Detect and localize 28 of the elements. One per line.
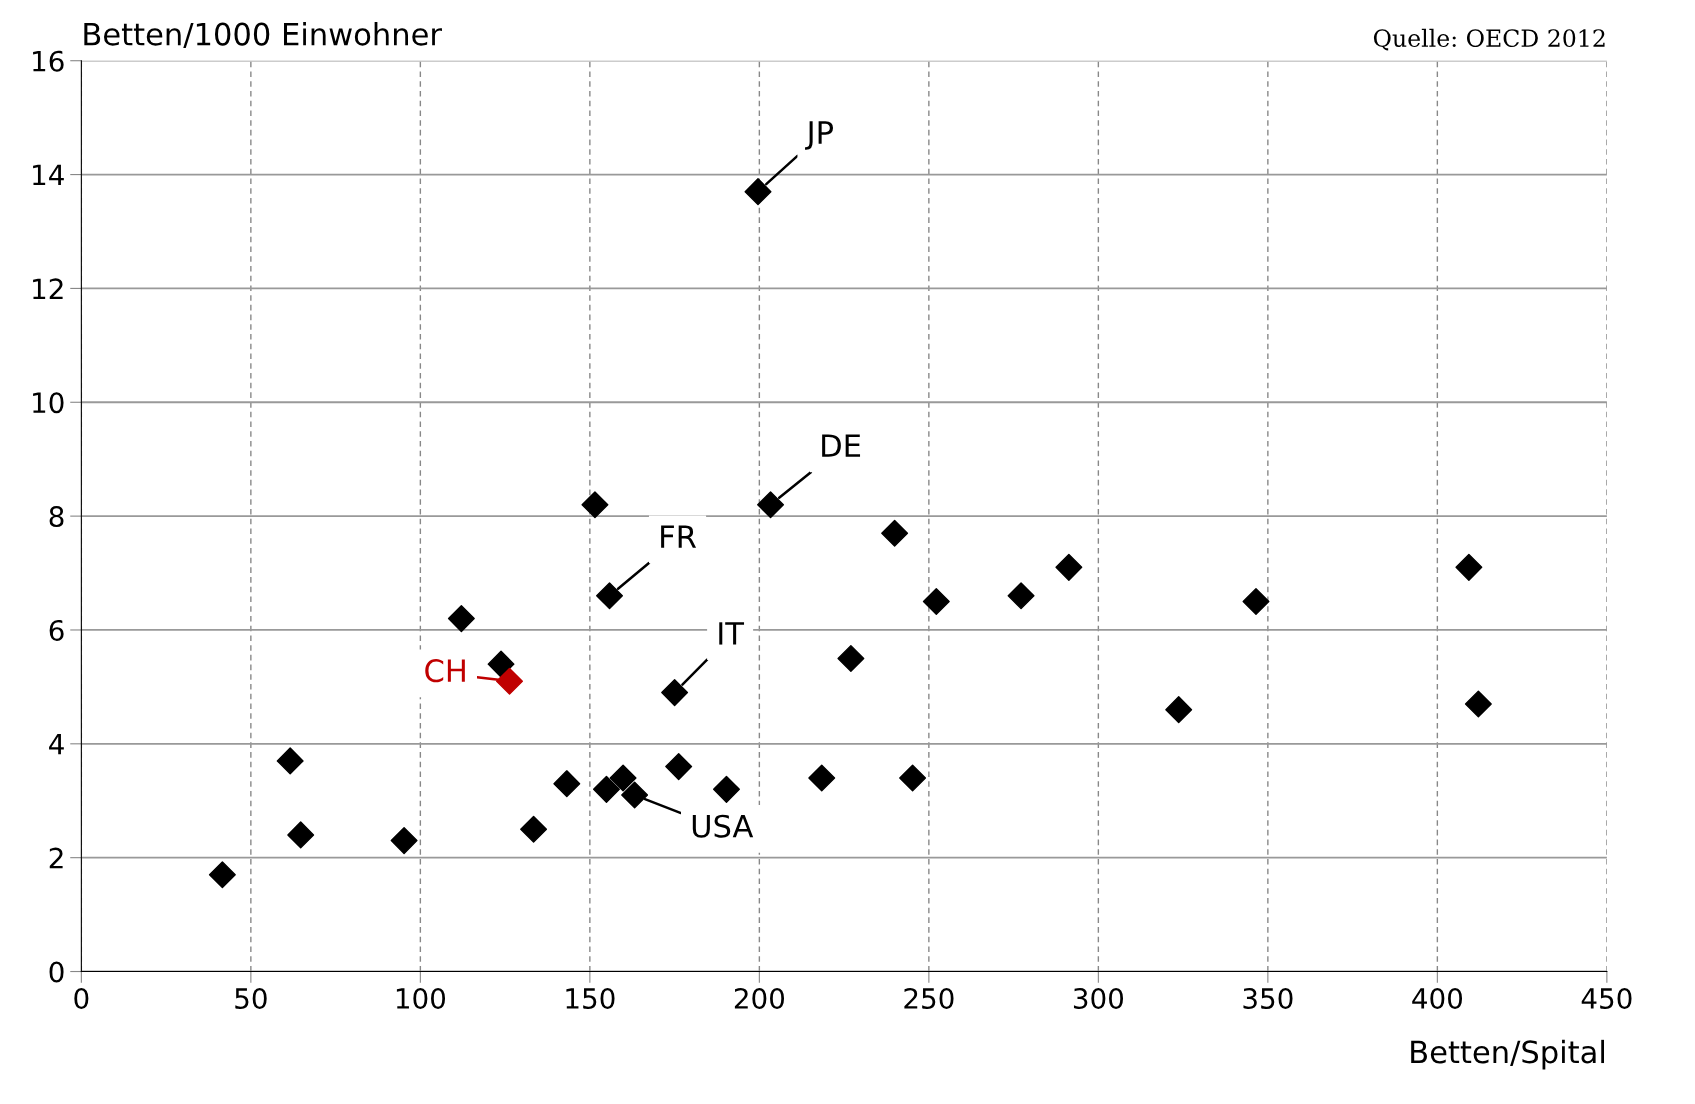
x-tick-label: 250 xyxy=(904,987,954,1009)
x-tick-label: 50 xyxy=(235,987,267,1009)
x-tick-label: 450 xyxy=(1581,987,1632,1009)
y-tick-label: 6 xyxy=(49,619,64,641)
annotation: CH xyxy=(425,659,465,683)
x-tick-label: 0 xyxy=(74,987,89,1009)
x-tick-label: 300 xyxy=(1073,987,1124,1009)
annotation: JP xyxy=(805,121,834,150)
y-tick-label: 10 xyxy=(33,392,64,414)
y-tick-label: 14 xyxy=(33,164,64,186)
y-tick-label: 8 xyxy=(49,506,64,528)
x-tick-label: 350 xyxy=(1243,987,1293,1009)
x-tick-label: 100 xyxy=(396,987,446,1009)
x-tick-label: 200 xyxy=(734,987,785,1009)
x-axis-title: Betten/Spital xyxy=(1411,1039,1604,1070)
annotation: DE xyxy=(822,434,861,457)
y-tick-label: 0 xyxy=(49,961,64,983)
y-tick-label: 16 xyxy=(33,50,64,72)
annotation: FR xyxy=(661,525,697,548)
annotation: USA xyxy=(692,814,754,838)
source-note: Quelle: OECD 2012 xyxy=(1373,28,1605,51)
annotation: IT xyxy=(719,622,745,645)
x-tick-label: 150 xyxy=(566,987,615,1009)
y-axis-title: Betten/1000 Einwohner xyxy=(84,22,442,49)
y-tick-label: 12 xyxy=(33,278,63,299)
y-tick-label: 2 xyxy=(49,847,63,869)
y-tick-label: 4 xyxy=(49,734,64,755)
x-tick-label: 400 xyxy=(1412,987,1463,1009)
